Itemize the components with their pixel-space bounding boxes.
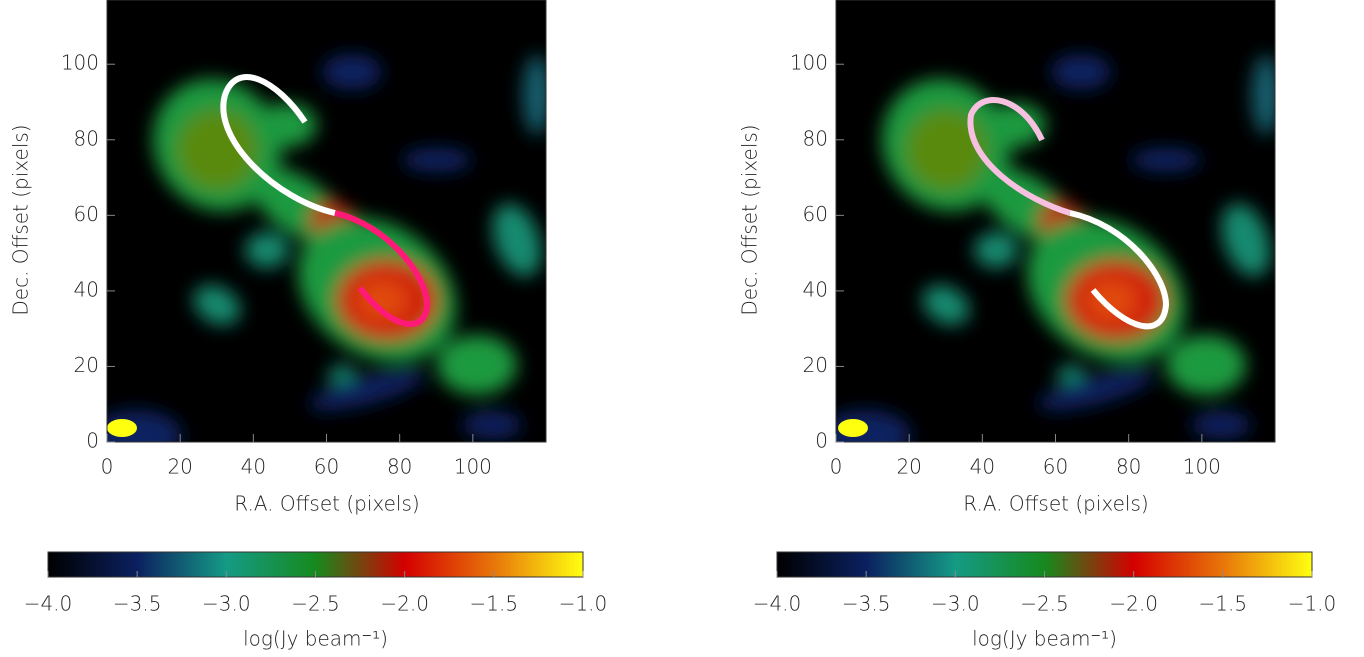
colorbar-tick-label: −3.5 (113, 592, 162, 616)
model-curve (334, 210, 431, 328)
colorbar-tick-label: −4.0 (24, 592, 73, 616)
y-tick-label: 60 (803, 202, 828, 226)
colorbar-tick-label: −2.5 (291, 592, 340, 616)
y-tick-label: 60 (74, 202, 99, 226)
model-curve (220, 74, 336, 216)
x-tick-label: 20 (167, 455, 192, 479)
beam (838, 419, 868, 437)
x-tick-label: 100 (1183, 455, 1221, 479)
image-panel (92, 0, 551, 460)
image-panel (821, 0, 1280, 460)
colorbar-tick-label: −3.0 (202, 592, 251, 616)
model-curve (967, 97, 1071, 216)
y-tick-label: 100 (790, 51, 828, 75)
colorbar-tick-label: −2.0 (380, 592, 429, 616)
colorbar-tick-label: −1.0 (1288, 592, 1337, 616)
x-axis-label: R.A. Offset (pixels) (963, 492, 1148, 516)
colorbar-tick-label: −3.0 (931, 592, 980, 616)
colorbar-tick-label: −2.0 (1109, 592, 1158, 616)
x-tick-label: 40 (970, 455, 995, 479)
x-tick-label: 60 (1043, 455, 1068, 479)
y-tick-label: 40 (803, 277, 828, 301)
x-tick-label: 40 (241, 455, 266, 479)
colorbar-tick-label: −3.5 (842, 592, 891, 616)
y-tick-label: 100 (61, 51, 99, 75)
colorbar-tick-label: −1.0 (559, 592, 608, 616)
x-tick-label: 20 (896, 455, 921, 479)
x-tick-label: 60 (314, 455, 339, 479)
y-tick-label: 20 (803, 353, 828, 377)
x-tick-label: 0 (830, 455, 843, 479)
x-axis-label: R.A. Offset (pixels) (234, 492, 419, 516)
x-tick-label: 80 (1116, 455, 1141, 479)
y-tick-label: 0 (86, 429, 99, 453)
y-axis-label: Dec. Offset (pixels) (9, 124, 33, 315)
x-tick-label: 80 (387, 455, 412, 479)
colorbar-label: log(Jy beam⁻¹) (972, 627, 1117, 651)
model-curve (1069, 210, 1170, 330)
colorbar-tick-label: −1.5 (1199, 592, 1248, 616)
y-tick-label: 20 (74, 353, 99, 377)
colorbar-tick-label: −2.5 (1020, 592, 1069, 616)
y-axis-label: Dec. Offset (pixels) (738, 124, 762, 315)
x-tick-label: 100 (454, 455, 492, 479)
colorbar-tick-label: −1.5 (470, 592, 519, 616)
colorbar-label: log(Jy beam⁻¹) (243, 627, 388, 651)
beam (107, 419, 137, 437)
colorbar-tick-label: −4.0 (753, 592, 802, 616)
y-tick-label: 0 (815, 429, 828, 453)
y-tick-label: 40 (74, 277, 99, 301)
y-tick-label: 80 (74, 126, 99, 150)
x-tick-label: 0 (101, 455, 114, 479)
y-tick-label: 80 (803, 126, 828, 150)
